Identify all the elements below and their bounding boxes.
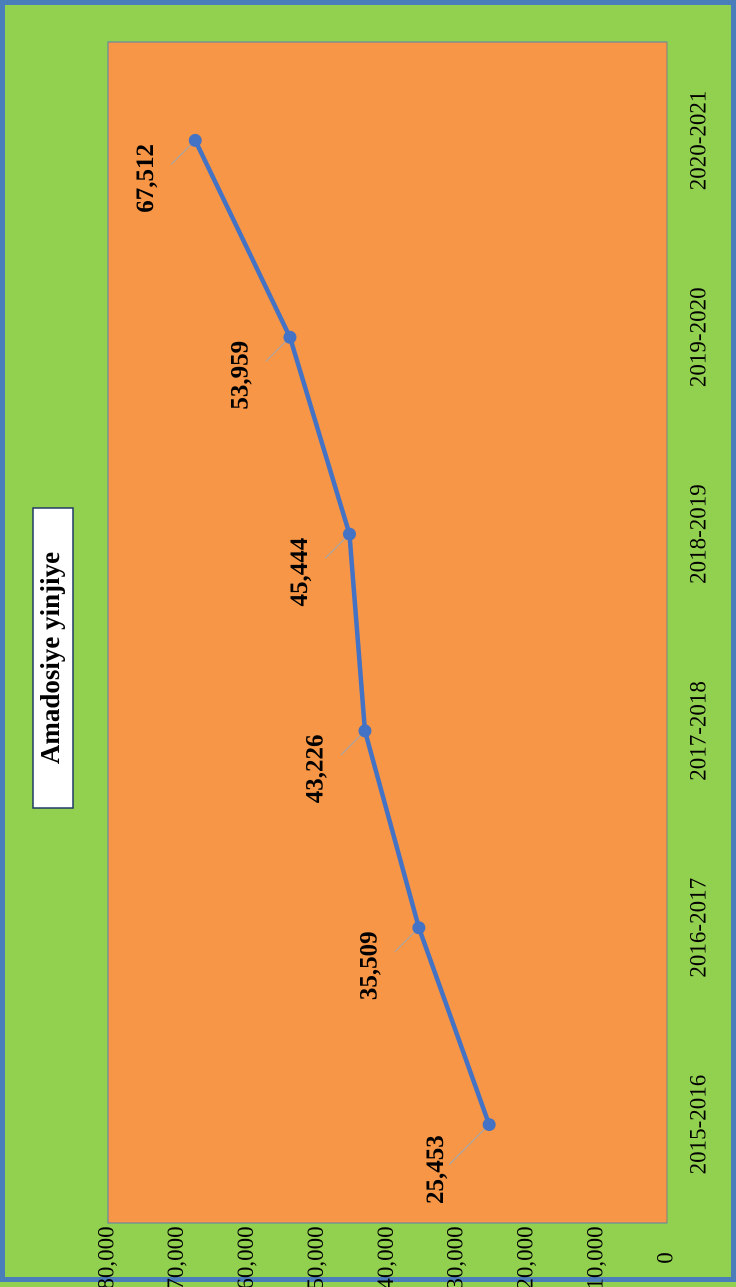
category-axis-tick-label: 2016-2017 [685,878,710,978]
value-axis-tick-label: 20,000 [513,1226,538,1287]
value-axis-tick-label: 40,000 [373,1226,398,1287]
value-axis-tick-label: 80,000 [93,1226,118,1287]
data-label-leader-line [340,734,362,756]
category-axis-tick-label: 2020-2021 [685,91,710,191]
value-axis-tick-label: 60,000 [233,1226,258,1287]
data-point [342,527,356,541]
chart-title-box: Amadosiye yinjiye [32,507,74,809]
data-label: 53,959 [227,341,254,410]
category-axis-tick-label: 2018-2019 [685,484,710,584]
category-axis-tick-label: 2019-2020 [685,287,710,387]
data-point [482,1118,496,1132]
category-axis-tick-label: 2015-2016 [685,1075,710,1175]
data-point [283,330,297,344]
series-line [193,138,492,1127]
line-chart: 0 10,000 20,000 30,000 40,000 50,000 60,000 70,… [32,41,710,1287]
value-axis-tick-label: 50,000 [303,1226,328,1287]
data-point [358,724,372,738]
plot-area [107,41,668,1224]
data-label-leader-line [394,931,416,953]
value-axis-tick-label: 0 [652,1252,677,1264]
data-point [188,133,202,147]
data-label-leader-line [448,1128,486,1166]
data-point [412,921,426,935]
data-label-leader-line [265,340,287,362]
value-axis-tick-label: 30,000 [443,1226,468,1287]
data-label: 45,444 [286,537,313,606]
chart-title: Amadosiye yinjiye [35,552,65,764]
category-axis-tick-label: 2017-2018 [685,681,710,781]
data-label: 25,453 [422,1135,449,1204]
value-axis-tick-label: 10,000 [582,1226,607,1287]
value-axis-tick-label: 70,000 [163,1226,188,1287]
data-label-leader-line [325,537,346,559]
data-label-leader-line [170,143,192,165]
data-label: 67,512 [132,144,159,213]
data-label: 35,509 [356,931,383,1000]
data-label: 43,226 [302,735,329,804]
